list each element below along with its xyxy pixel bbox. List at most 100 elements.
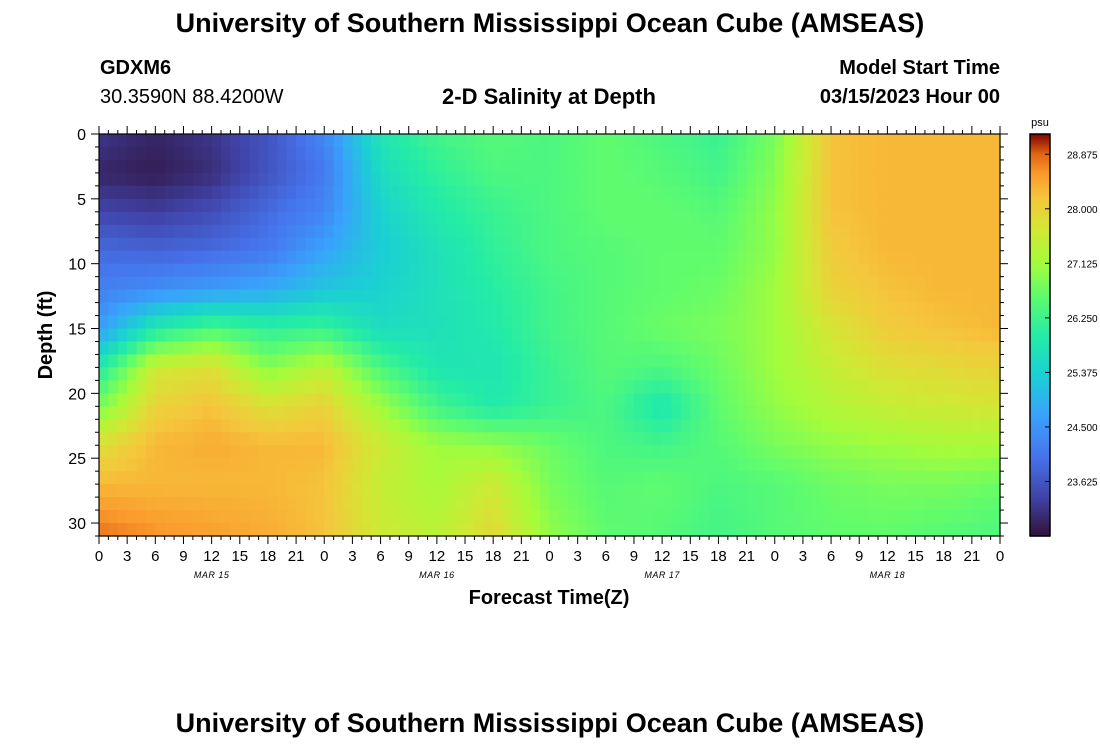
- heatmap-cell: [183, 380, 194, 394]
- heatmap-cell: [408, 367, 419, 381]
- heatmap-cell: [136, 224, 147, 239]
- heatmap-cell: [568, 250, 579, 265]
- heatmap-cell: [615, 510, 626, 524]
- heatmap-cell: [953, 185, 964, 200]
- heatmap-cell: [408, 185, 419, 200]
- heatmap-cell: [887, 276, 898, 291]
- heatmap-cell: [174, 289, 185, 304]
- heatmap-cell: [915, 198, 926, 213]
- heatmap-cell: [652, 315, 663, 330]
- heatmap-cell: [831, 471, 842, 485]
- heatmap-cell: [662, 263, 673, 278]
- heatmap-cell: [633, 432, 644, 446]
- heatmap-cell: [305, 146, 316, 161]
- heatmap-cell: [399, 445, 410, 459]
- heatmap-cell: [117, 134, 128, 148]
- heatmap-cell: [953, 146, 964, 161]
- heatmap-cell: [183, 237, 194, 252]
- heatmap-cell: [108, 354, 119, 369]
- heatmap-cell: [568, 224, 579, 239]
- heatmap-cell: [249, 315, 260, 330]
- heatmap-cell: [511, 250, 522, 265]
- colorbar-segment: [1030, 312, 1050, 316]
- heatmap-cell: [924, 393, 935, 407]
- heatmap-cell: [643, 276, 654, 291]
- heatmap-cell: [643, 380, 654, 394]
- heatmap-cell: [108, 419, 119, 433]
- heatmap-cell: [446, 276, 457, 291]
- heatmap-cell: [230, 250, 241, 265]
- colorbar-segment: [1030, 401, 1050, 404]
- heatmap-cell: [436, 198, 447, 213]
- heatmap-cell: [343, 172, 354, 187]
- heatmap-cell: [267, 302, 278, 317]
- heatmap-cell: [427, 497, 438, 511]
- heatmap-cell: [934, 134, 945, 148]
- heatmap-cell: [511, 497, 522, 511]
- x-tick-label: 9: [855, 548, 863, 565]
- heatmap-cell: [549, 484, 560, 498]
- heatmap-cell: [296, 146, 307, 161]
- heatmap-cell: [502, 302, 513, 317]
- heatmap-cell: [802, 211, 813, 226]
- heatmap-cell: [624, 354, 635, 369]
- heatmap-cell: [145, 341, 156, 356]
- heatmap-cell: [737, 354, 748, 369]
- heatmap-cell: [192, 263, 203, 278]
- heatmap-cell: [511, 237, 522, 252]
- heatmap-cell: [343, 185, 354, 200]
- heatmap-cell: [821, 510, 832, 524]
- heatmap-cell: [709, 263, 720, 278]
- heatmap-cell: [737, 367, 748, 381]
- heatmap-cell: [164, 224, 175, 239]
- heatmap-cell: [145, 211, 156, 226]
- heatmap-cell: [333, 315, 344, 330]
- colorbar-segment: [1030, 357, 1050, 360]
- heatmap-cell: [981, 419, 992, 433]
- heatmap-cell: [127, 484, 138, 498]
- heatmap-cell: [727, 302, 738, 317]
- heatmap-cell: [502, 146, 513, 161]
- heatmap-cell: [286, 354, 297, 369]
- heatmap-cell: [981, 445, 992, 459]
- heatmap-cell: [446, 484, 457, 498]
- heatmap-cell: [521, 185, 532, 200]
- heatmap-cell: [765, 406, 776, 420]
- heatmap-cell: [746, 458, 757, 472]
- heatmap-cell: [568, 172, 579, 187]
- heatmap-cell: [521, 432, 532, 446]
- heatmap-cell: [211, 146, 222, 161]
- heatmap-cell: [840, 159, 851, 174]
- heatmap-cell: [530, 458, 541, 472]
- heatmap-cell: [737, 146, 748, 161]
- heatmap-cell: [821, 471, 832, 485]
- heatmap-cell: [436, 328, 447, 343]
- heatmap-cell: [859, 471, 870, 485]
- heatmap-cell: [615, 224, 626, 239]
- heatmap-cell: [953, 224, 964, 239]
- heatmap-cell: [671, 263, 682, 278]
- heatmap-cell: [324, 263, 335, 278]
- heatmap-cell: [549, 354, 560, 369]
- heatmap-cell: [427, 419, 438, 433]
- heatmap-cell: [587, 328, 598, 343]
- heatmap-cell: [737, 432, 748, 446]
- heatmap-cell: [183, 198, 194, 213]
- heatmap-cell: [746, 510, 757, 524]
- heatmap-cell: [239, 250, 250, 265]
- heatmap-cell: [174, 263, 185, 278]
- heatmap-cell: [211, 250, 222, 265]
- heatmap-cell: [436, 484, 447, 498]
- heatmap-cell: [680, 341, 691, 356]
- heatmap-cell: [624, 523, 635, 537]
- colorbar-segment: [1030, 300, 1050, 304]
- heatmap-cell: [624, 211, 635, 226]
- heatmap-cell: [474, 302, 485, 317]
- colorbar-segment: [1030, 453, 1050, 457]
- heatmap-cell: [915, 211, 926, 226]
- heatmap-cell: [418, 134, 429, 148]
- heatmap-cell: [314, 406, 325, 420]
- heatmap-cell: [389, 224, 400, 239]
- heatmap-cell: [577, 185, 588, 200]
- heatmap-cell: [192, 393, 203, 407]
